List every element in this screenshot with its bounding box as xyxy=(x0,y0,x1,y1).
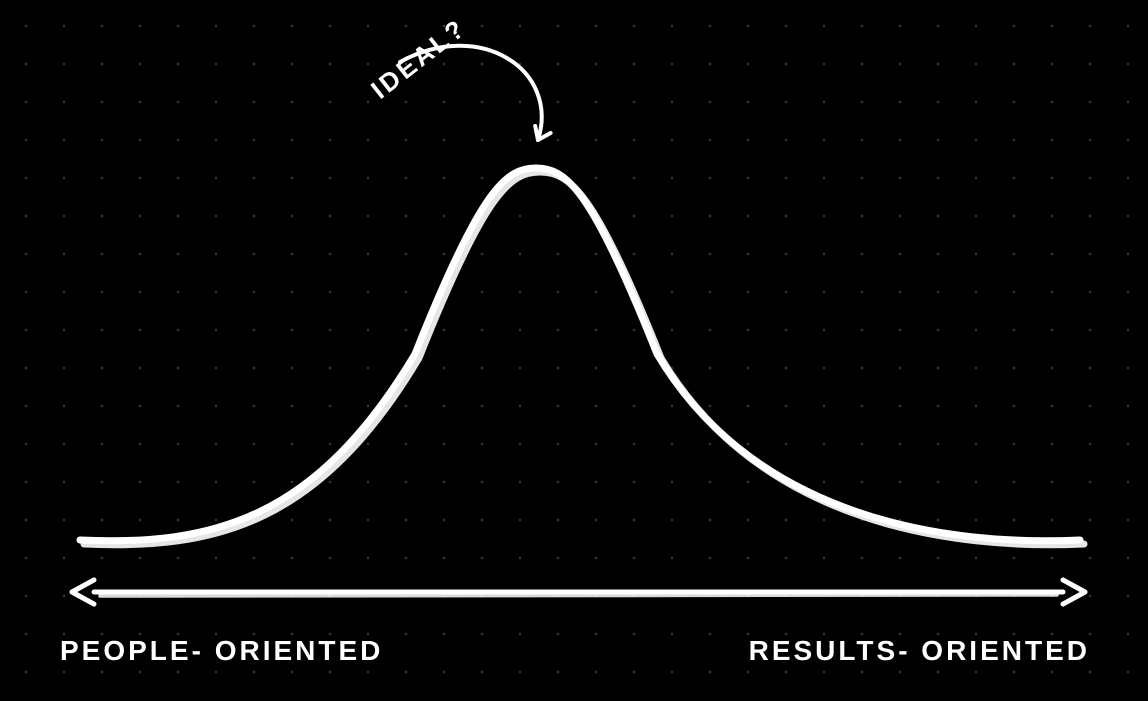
diagram-canvas: PEOPLE- ORIENTEDRESULTS- ORIENTEDIDEAL? xyxy=(0,0,1148,701)
diagram-svg: PEOPLE- ORIENTEDRESULTS- ORIENTEDIDEAL? xyxy=(0,0,1148,701)
label-people-oriented: PEOPLE- ORIENTED xyxy=(60,635,383,666)
label-results-oriented: RESULTS- ORIENTED xyxy=(749,635,1090,666)
